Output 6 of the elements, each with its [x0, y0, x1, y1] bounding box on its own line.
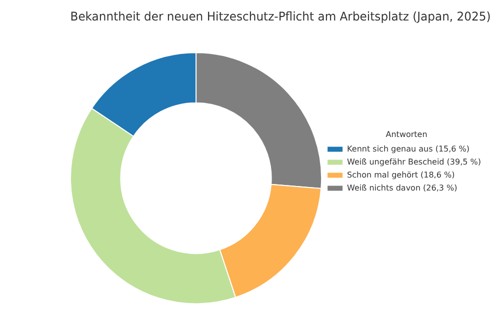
legend-label: Weiß ungefähr Bescheid (39,5 %): [347, 157, 482, 166]
legend-label: Weiß nichts davon (26,3 %): [347, 183, 458, 192]
chart-title: Bekanntheit der neuen Hitzeschutz-Pflicht am Arbeitsplatz (Japan, 2025): [70, 9, 491, 24]
legend-label: Schon mal gehört (18,6 %): [347, 170, 455, 180]
legend-title: Antworten: [386, 130, 428, 139]
legend-label: Kennt sich genau aus (15,6 %): [347, 144, 470, 154]
